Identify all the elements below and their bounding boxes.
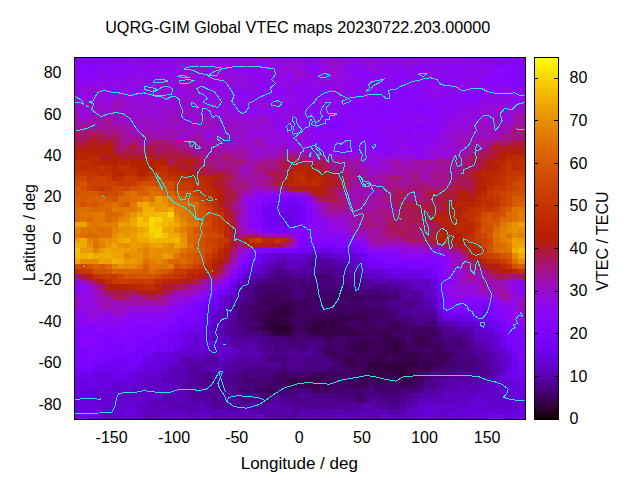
svg-text:10: 10 <box>570 368 588 385</box>
svg-text:Latitude / deg: Latitude / deg <box>21 184 38 281</box>
svg-text:-60: -60 <box>38 354 61 371</box>
svg-text:60: 60 <box>570 155 588 172</box>
svg-text:20: 20 <box>570 325 588 342</box>
svg-text:UQRG-GIM Global VTEC maps 2023: UQRG-GIM Global VTEC maps 20230722.203.0… <box>105 18 490 36</box>
svg-text:60: 60 <box>44 106 62 123</box>
svg-text:40: 40 <box>44 147 62 164</box>
svg-text:-80: -80 <box>38 396 61 413</box>
svg-text:-150: -150 <box>96 429 128 446</box>
svg-text:0: 0 <box>295 429 304 446</box>
svg-text:-40: -40 <box>38 313 61 330</box>
svg-text:-100: -100 <box>158 429 190 446</box>
svg-text:150: 150 <box>474 429 501 446</box>
svg-text:80: 80 <box>570 69 588 86</box>
svg-text:-20: -20 <box>38 271 61 288</box>
svg-text:Longitude / deg: Longitude / deg <box>241 454 358 473</box>
svg-text:0: 0 <box>570 410 579 427</box>
svg-text:50: 50 <box>570 197 588 214</box>
svg-text:VTEC / TECU: VTEC / TECU <box>594 191 611 290</box>
svg-text:0: 0 <box>53 230 62 247</box>
svg-text:30: 30 <box>570 282 588 299</box>
svg-text:40: 40 <box>570 240 588 257</box>
svg-text:-50: -50 <box>225 429 248 446</box>
svg-text:20: 20 <box>44 188 62 205</box>
svg-text:80: 80 <box>44 64 62 81</box>
svg-text:50: 50 <box>353 429 371 446</box>
svg-text:100: 100 <box>411 429 438 446</box>
svg-text:70: 70 <box>570 112 588 129</box>
